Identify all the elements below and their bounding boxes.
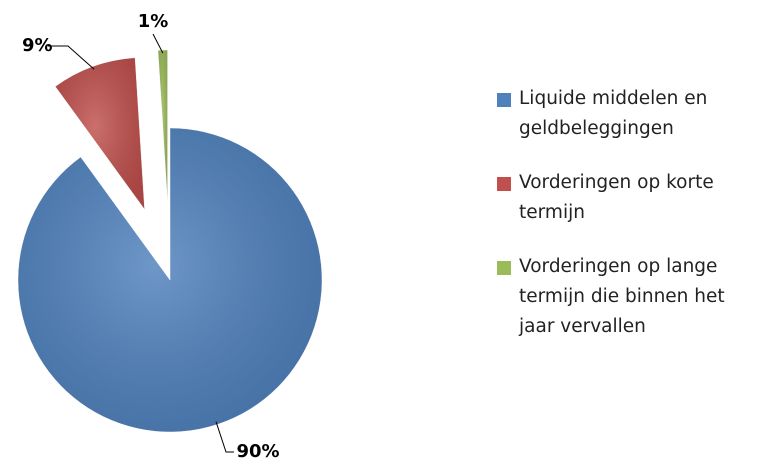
legend-label: Liquide middelen en geldbeleggingen [519,88,708,139]
pie-slice [157,49,168,203]
leader-line [152,33,164,54]
leader-line [48,45,95,70]
leader-line [215,421,234,453]
legend: Liquide middelen en geldbeleggingen Vorde… [497,84,759,342]
legend-label: Vorderingen op korte termijn [519,172,714,223]
legend-swatch [497,93,511,107]
data-label: 90% [236,441,279,459]
legend-item: Vorderingen op lange termijn die binnen … [497,252,759,342]
chart: 90% 9% 1% [17,11,323,459]
legend-item: Liquide middelen en geldbeleggingen [497,84,759,144]
legend-item: Vorderingen op korte termijn [497,168,759,228]
pie-slice [17,127,323,433]
legend-swatch [497,177,511,191]
legend-label: Vorderingen op lange termijn die binnen … [519,256,725,337]
data-label: 1% [138,11,169,32]
data-label: 9% [22,35,53,56]
legend-swatch [497,261,511,275]
